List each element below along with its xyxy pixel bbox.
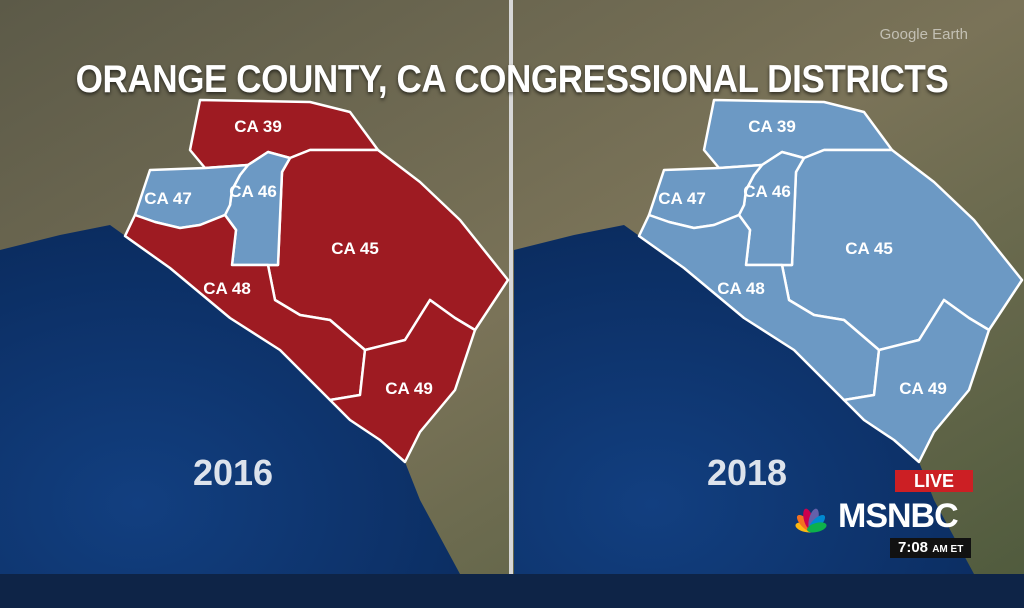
map-panel-2016: CA 39 CA 45 CA 46 CA 47 CA 48 CA 49 2016 [123, 98, 510, 493]
panel-divider [509, 0, 513, 574]
district-label-ca-48-2016: CA 48 [203, 279, 251, 298]
peacock-logo-icon [795, 508, 827, 533]
bottom-bar [0, 574, 1024, 608]
district-label-ca-39-2016: CA 39 [234, 117, 282, 136]
district-label-ca-47-2016: CA 47 [144, 189, 192, 208]
network-brand: MSNBC [788, 496, 959, 535]
district-label-ca-46-2016: CA 46 [229, 182, 277, 201]
district-label-ca-48-2018: CA 48 [717, 279, 765, 298]
year-label-2018: 2018 [707, 452, 787, 493]
district-label-ca-47-2018: CA 47 [658, 189, 706, 208]
district-label-ca-49-2016: CA 49 [385, 379, 433, 398]
district-label-ca-49-2018: CA 49 [899, 379, 947, 398]
district-label-ca-45-2016: CA 45 [331, 239, 379, 258]
live-badge: LIVE [895, 470, 973, 492]
google-earth-watermark: Google Earth [879, 26, 968, 43]
page-title: ORANGE COUNTY, CA CONGRESSIONAL DISTRICT… [75, 58, 949, 101]
district-ca-49-2018 [842, 298, 991, 464]
district-ca-48-2018 [637, 213, 881, 402]
year-label-2016: 2016 [193, 452, 273, 493]
clock-readout: 7:08 AM ET [890, 538, 972, 558]
map-panel-2018: CA 39 CA 45 CA 46 CA 47 CA 48 CA 49 2018 [637, 98, 1024, 493]
district-label-ca-45-2018: CA 45 [845, 239, 893, 258]
district-ca-49-2016 [328, 298, 477, 464]
network-name: MSNBC [838, 496, 959, 535]
district-label-ca-39-2018: CA 39 [748, 117, 796, 136]
ocean-left [0, 225, 460, 574]
district-label-ca-46-2018: CA 46 [743, 182, 791, 201]
clock-time: 7:08 [898, 539, 929, 556]
ocean-right [514, 225, 974, 574]
district-ca-48-2016 [123, 213, 367, 402]
clock-suffix: AM ET [932, 544, 964, 555]
